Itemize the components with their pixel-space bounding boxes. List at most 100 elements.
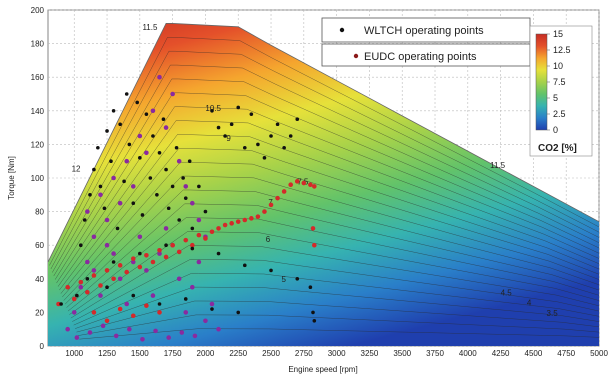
data-point <box>312 184 317 189</box>
data-point <box>137 133 143 139</box>
y-tick-label: 80 <box>35 208 44 217</box>
data-point <box>164 167 168 172</box>
data-point <box>235 219 241 224</box>
data-point <box>56 301 61 307</box>
data-point <box>181 176 185 180</box>
colorbar-tick-label: 0 <box>553 125 558 135</box>
data-point <box>176 249 182 255</box>
x-axis-ticks: 1000 1250 1500 1750 2000 2250 2500 2750 3000 3250… <box>65 349 608 358</box>
data-point <box>190 284 195 290</box>
data-point <box>137 234 143 240</box>
data-point <box>282 145 286 150</box>
y-axis-ticks: 0 20 40 60 80 100 120 140 160 180 200 <box>31 6 45 351</box>
data-point <box>98 283 103 288</box>
data-point <box>187 159 192 163</box>
data-point <box>312 319 317 323</box>
data-point <box>216 326 221 332</box>
data-point <box>137 264 143 270</box>
data-point <box>288 134 293 138</box>
data-point <box>88 193 92 197</box>
contour-label: 11.5 <box>490 161 506 170</box>
x-tick-label: 3750 <box>426 349 444 358</box>
contour-line <box>64 189 599 305</box>
data-point <box>161 117 166 121</box>
data-point <box>124 269 130 275</box>
data-point <box>209 301 215 307</box>
colorbar-tick-label: 5 <box>553 93 558 103</box>
data-point <box>177 218 181 222</box>
data-point <box>85 209 90 214</box>
contour-line <box>59 134 599 291</box>
data-point <box>135 100 140 105</box>
legend-label-wltch: WLTCH operating points <box>364 25 484 37</box>
data-point <box>71 310 77 315</box>
data-point <box>65 326 70 332</box>
contour-line <box>66 203 599 308</box>
x-tick-label: 2000 <box>197 349 215 358</box>
data-point <box>256 142 260 147</box>
data-point <box>190 200 195 206</box>
data-point <box>281 189 287 194</box>
data-point <box>98 192 103 198</box>
data-point <box>117 200 123 206</box>
data-point <box>308 285 313 290</box>
data-point <box>75 293 79 298</box>
data-point <box>166 206 171 211</box>
contour-line <box>53 78 599 277</box>
data-point <box>124 301 130 307</box>
data-point <box>295 117 300 121</box>
x-tick-label: 1000 <box>65 349 83 358</box>
data-point <box>85 259 90 265</box>
data-point <box>124 92 129 96</box>
data-point <box>203 318 208 324</box>
data-point <box>100 323 106 329</box>
data-point <box>115 226 120 231</box>
data-point <box>117 276 123 282</box>
data-point <box>163 125 169 130</box>
data-point <box>104 318 110 324</box>
data-point <box>144 252 149 258</box>
data-point <box>150 293 156 298</box>
y-tick-label: 100 <box>31 174 45 183</box>
data-point <box>157 251 162 256</box>
x-axis-title: Engine speed [rpm] <box>288 365 357 374</box>
data-point <box>144 268 149 273</box>
data-point <box>74 335 80 340</box>
data-point <box>183 237 189 243</box>
contour-line <box>67 217 599 312</box>
data-point <box>295 277 300 281</box>
x-tick-label: 4250 <box>492 349 510 358</box>
data-point <box>117 263 123 268</box>
data-point <box>85 277 90 281</box>
contour-line <box>60 148 599 294</box>
data-point <box>242 263 247 268</box>
data-point <box>196 232 202 238</box>
x-tick-label: 1500 <box>131 349 149 358</box>
contour-label: 9 <box>226 134 231 143</box>
data-point <box>98 184 103 189</box>
data-point <box>71 296 77 302</box>
data-point <box>255 214 261 219</box>
data-point <box>179 330 185 335</box>
data-point <box>91 273 97 278</box>
data-point <box>102 206 107 211</box>
legend: WLTCH operating points EUDC operating po… <box>321 17 531 67</box>
data-point <box>104 268 110 273</box>
y-tick-label: 160 <box>31 73 45 82</box>
data-point <box>78 243 83 247</box>
data-point <box>127 326 132 332</box>
data-point <box>268 202 274 208</box>
operating-points <box>56 74 317 342</box>
data-point <box>275 122 280 127</box>
data-point <box>151 134 155 138</box>
contour-label: 3.5 <box>547 309 559 318</box>
contour-label: 11.5 <box>142 23 158 32</box>
contour-line <box>49 37 599 266</box>
contour-line <box>69 231 599 315</box>
contour-label: 12 <box>72 164 81 173</box>
data-point <box>155 193 159 197</box>
data-point <box>197 184 201 189</box>
y-tick-label: 140 <box>31 107 45 116</box>
y-tick-label: 60 <box>35 241 44 250</box>
